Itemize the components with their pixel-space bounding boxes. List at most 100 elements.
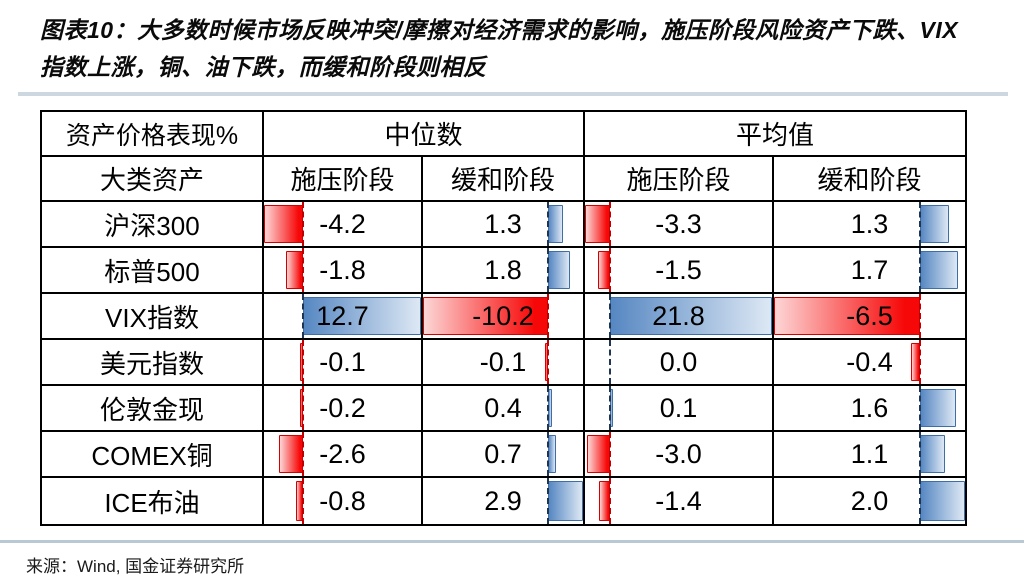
cell-value: 12.7 [316,300,369,331]
footer-divider-rule [0,540,1024,543]
positive-data-bar [920,389,956,427]
cell-value: -1.8 [319,254,366,285]
value-cell: -0.2 [264,386,423,432]
cell-value: -3.3 [655,208,702,239]
subheader-median-easing-phase: 缓和阶段 [423,157,585,202]
negative-data-bar [585,205,610,243]
asset-name: VIX指数 [42,294,264,340]
value-cell: 0.0 [585,340,774,386]
zero-axis-line [546,294,549,338]
cell-value: -0.1 [479,346,527,377]
source-note: 来源：Wind, 国金证券研究所 [26,557,245,576]
zero-axis-line [302,294,305,338]
zero-axis-line [919,386,922,430]
value-cell: 1.7 [774,248,965,294]
zero-axis-line [608,386,611,430]
value-cell: 1.3 [423,202,585,248]
figure-title-line1: 图表10：大多数时候市场反映冲突/摩擦对经济需求的影响，施压阶段风险资产下跌、V… [40,17,959,43]
cell-value: 0.4 [484,392,522,423]
value-cell: 0.7 [423,432,585,478]
cell-value: -1.4 [655,485,702,516]
subheader-mean-pressure-phase: 施压阶段 [585,157,774,202]
zero-axis-line [919,248,922,292]
cell-value: 0.1 [659,392,698,423]
zero-axis-line [302,386,305,430]
asset-name: COMEX铜 [42,432,264,478]
cell-value: 1.8 [484,254,522,285]
zero-axis-line [919,478,922,524]
cell-value: -4.2 [319,208,366,239]
cell-value: 2.0 [850,485,889,516]
subheader-mean-easing-phase: 缓和阶段 [774,157,965,202]
cell-value: -10.2 [472,300,534,331]
zero-axis-line [302,432,305,476]
cell-value: -6.5 [846,300,893,331]
value-cell: 0.4 [423,386,585,432]
value-cell: 21.8 [585,294,774,340]
figure-title-line2: 指数上涨，铜、油下跌，而缓和阶段则相反 [40,54,487,80]
cell-value: -0.8 [319,485,366,516]
value-cell: -3.0 [585,432,774,478]
value-cell: -1.4 [585,478,774,524]
asset-name: ICE布油 [42,478,264,524]
positive-data-bar [920,481,965,521]
zero-axis-line [546,478,549,524]
value-cell: 2.0 [774,478,965,524]
positive-data-bar [609,297,772,335]
cell-value: -3.0 [655,438,702,469]
zero-axis-line [608,432,611,476]
asset-name: 沪深300 [42,202,264,248]
cell-value: -2.6 [319,438,366,469]
positive-data-bar [547,435,557,473]
zero-axis-line [919,432,922,476]
positive-data-bar [547,205,564,243]
header-mean-group: 平均值 [585,112,965,157]
zero-axis-line [919,202,922,246]
negative-data-bar [278,435,304,473]
subheader-asset-class: 大类资产 [42,157,264,202]
negative-data-bar [423,297,548,335]
cell-value: 1.6 [850,392,889,423]
positive-data-bar [547,251,570,289]
value-cell: 1.1 [774,432,965,478]
value-cell: -6.5 [774,294,965,340]
value-cell: -3.3 [585,202,774,248]
value-cell: -1.8 [264,248,423,294]
cell-value: 1.1 [850,438,889,469]
zero-axis-line [546,340,549,384]
value-cell: 1.3 [774,202,965,248]
zero-axis-line [919,294,922,338]
zero-axis-line [546,386,549,430]
positive-data-bar [920,205,950,243]
asset-name: 标普500 [42,248,264,294]
zero-axis-line [546,202,549,246]
header-asset-price-performance: 资产价格表现% [42,112,264,157]
cell-value: 0.0 [659,346,698,377]
zero-axis-line [608,294,611,338]
cell-value: -1.5 [655,254,702,285]
positive-data-bar [303,297,421,335]
value-cell: 2.9 [423,478,585,524]
cell-value: -0.4 [846,346,893,377]
value-cell: 0.1 [585,386,774,432]
cell-value: 1.3 [484,208,522,239]
positive-data-bar [920,435,945,473]
value-cell: -0.1 [423,340,585,386]
cell-value: 1.7 [850,254,889,285]
figure-title: 图表10：大多数时候市场反映冲突/摩擦对经济需求的影响，施压阶段风险资产下跌、V… [40,12,1000,86]
cell-value: 0.7 [484,438,522,469]
asset-name: 伦敦金现 [42,386,264,432]
title-divider-rule [18,92,1008,96]
cell-value: 1.3 [850,208,889,239]
value-cell: -2.6 [264,432,423,478]
asset-performance-table: 资产价格表现% 中位数 平均值 大类资产 施压阶段 缓和阶段 施压阶段 缓和阶段… [40,110,967,526]
zero-axis-line [302,202,305,246]
negative-data-bar [286,251,304,289]
zero-axis-line [302,340,305,384]
subheader-median-pressure-phase: 施压阶段 [264,157,423,202]
zero-axis-line [608,478,611,524]
zero-axis-line [608,340,611,384]
zero-axis-line [302,478,305,524]
zero-axis-line [919,340,922,384]
value-cell: -1.5 [585,248,774,294]
